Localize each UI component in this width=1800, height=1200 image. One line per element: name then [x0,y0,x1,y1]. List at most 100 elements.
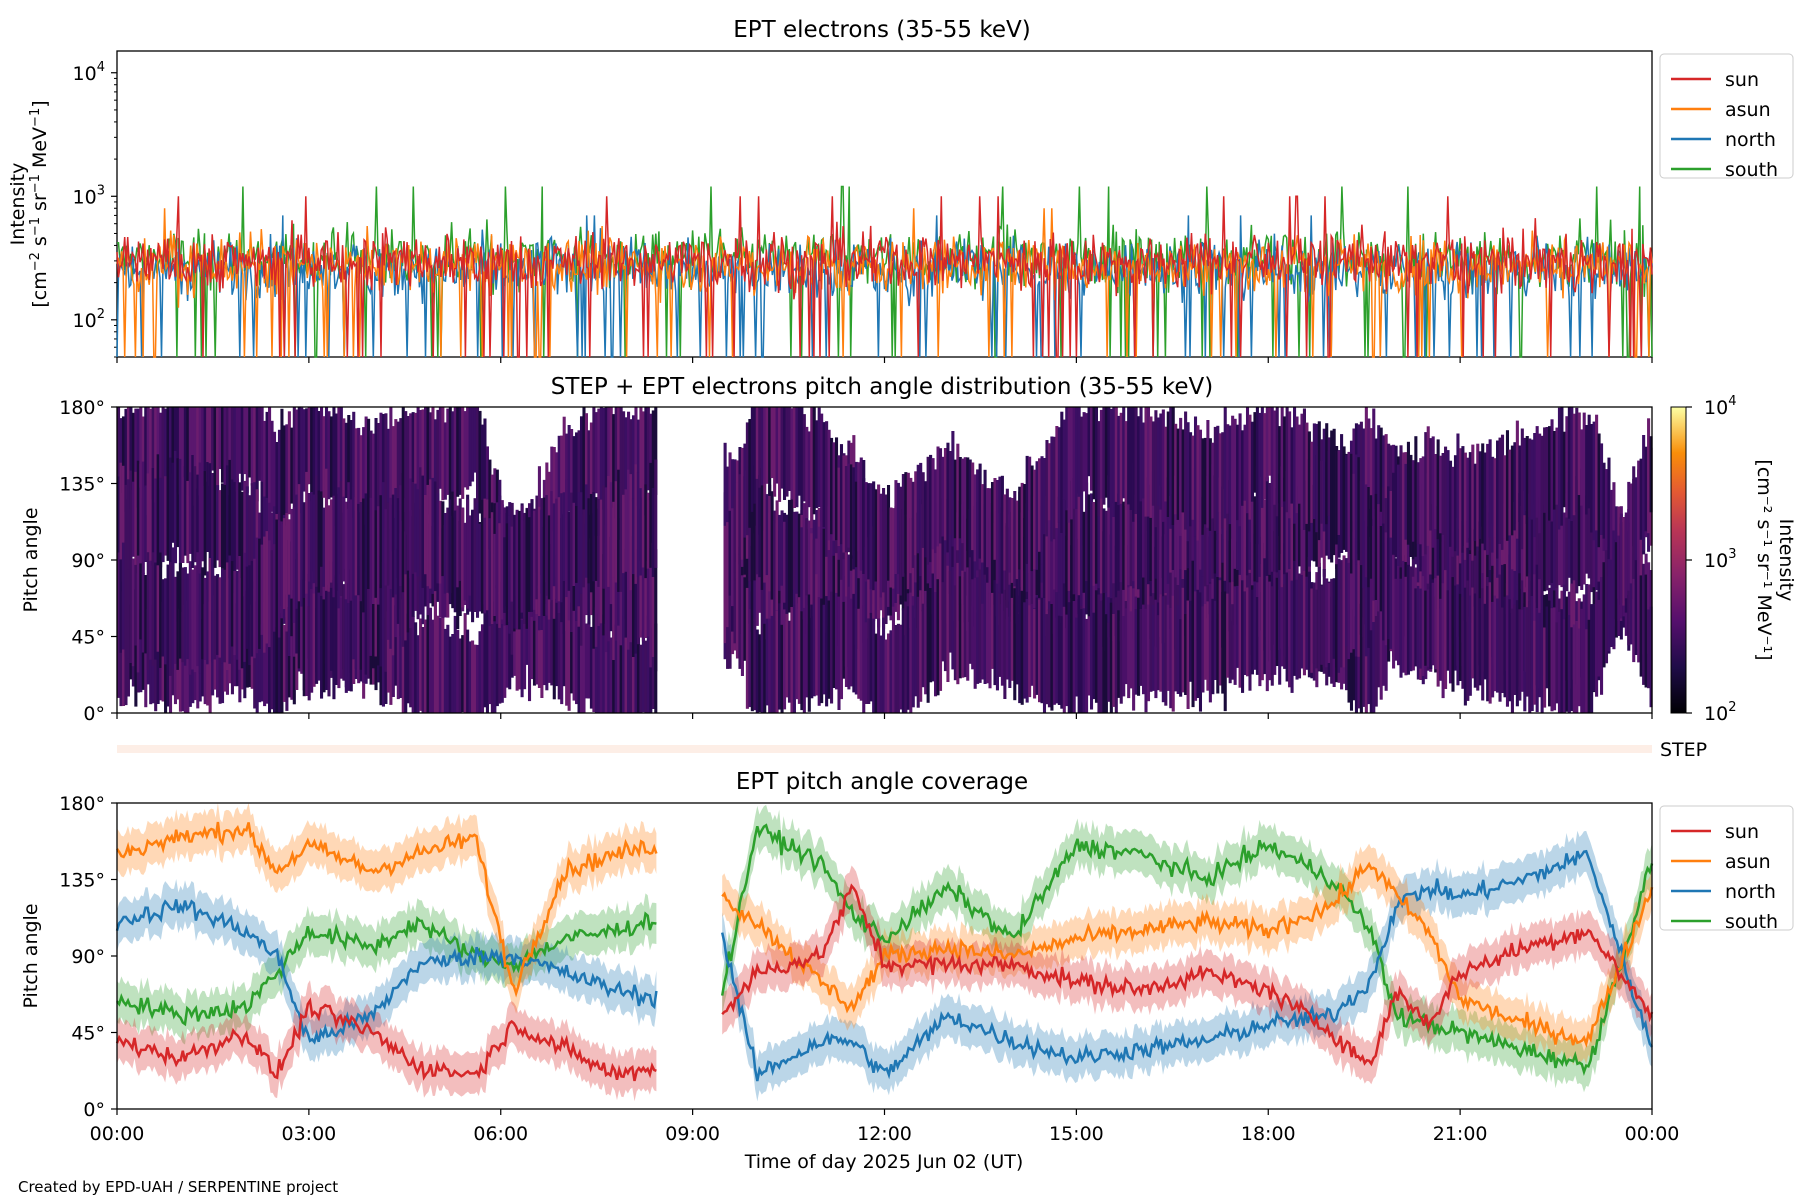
pad-cell [228,459,232,579]
pad-cell [1144,493,1148,582]
pad-cell [636,419,640,506]
pad-cell [948,508,952,594]
pad-cell [1429,574,1433,669]
pad-cell [292,407,296,515]
pad-cell [235,478,239,570]
x-tick-label: 12:00 [857,1123,912,1145]
pad-cell [379,555,383,667]
pad-cell [1295,579,1299,680]
pad-cell [146,407,150,516]
pad-cell [485,446,489,527]
pad-cell [750,407,754,512]
pad-cell [527,584,532,702]
pad-cell [211,556,215,663]
pad-cell [1288,486,1292,570]
pad-cell [946,565,950,682]
pad-cell [117,407,121,523]
pad-cell [797,513,801,604]
pad-cell [1285,471,1289,594]
pad-cell [1159,413,1163,510]
pad-cell [1347,548,1351,660]
pad-cell [1139,490,1143,576]
pad-cell [966,518,970,596]
pad-cell [567,604,571,711]
pad-cell [1255,597,1259,675]
pad-cell [859,460,863,571]
pad-cell [1186,422,1190,542]
pad-cell [572,607,576,701]
pad-cell [778,514,782,591]
pad-cell [773,510,777,591]
pad-cell [1260,407,1264,508]
pad-cell [537,506,541,616]
pad-cell [1191,605,1195,708]
pad-cell [320,407,324,511]
pad-cell [208,558,212,661]
pad-cell [305,408,309,485]
pad-cell [1557,407,1561,530]
pad-cell [1557,611,1561,713]
ylabel-unit: MeV [29,127,51,174]
pad-cell [1228,425,1232,525]
pad-cell [1117,415,1121,506]
pad-cell [1062,606,1066,713]
pad-cell [896,623,900,713]
pad-cell [619,482,623,592]
pad-cell [973,474,977,562]
pad-cell [1565,416,1569,518]
pad-cell [882,617,886,713]
pad-cell [1270,586,1274,686]
pad-cell [498,594,502,704]
pad-cell [889,630,893,713]
pad-cell [760,407,764,486]
pad-cell [1597,433,1601,548]
tick-exponent: 2 [97,307,105,322]
pad-cell [1164,595,1168,706]
pad-cell [372,579,376,669]
pad-cell [1193,416,1198,537]
pad-cell [1384,532,1388,646]
pad-cell [290,618,294,700]
pad-cell [446,507,450,593]
pad-cell [1241,430,1245,506]
pad-cell [1052,436,1056,540]
pad-cell [627,469,631,588]
pad-cell [641,546,645,642]
pad-cell [624,417,628,503]
pad-cell [1228,480,1232,580]
pad-cell [1644,446,1648,532]
pad-cell [1543,504,1547,592]
pad-cell [178,608,182,712]
pad-cell [500,500,504,620]
pad-cell [1169,542,1173,629]
pad-cell [394,419,398,518]
pad-cell [1134,494,1138,597]
pad-cell [1040,533,1044,641]
pad-cell [1179,532,1183,644]
pad-cell [1513,604,1517,695]
pad-cell [1634,477,1638,561]
pad-cell [1080,609,1084,713]
pad-cell [1283,477,1287,575]
pad-cell [386,502,390,586]
pad-cell [639,644,643,713]
pad-cell [1300,413,1304,530]
pad-cell [607,536,611,642]
pad-cell [1139,545,1143,636]
pad-cell [1357,607,1361,709]
pad-cell [542,497,546,616]
pad-cell [156,454,160,567]
pad-cell [1003,589,1007,699]
pad-cell [1478,451,1482,539]
pad-cell [443,513,447,594]
pad-cell [295,494,299,609]
pad-cell [369,497,373,605]
pad-cell [1468,595,1472,696]
pad-cell [285,513,289,618]
pad-cell [1055,426,1059,529]
pad-cell [1250,421,1254,502]
pad-cell [436,493,440,584]
pad-cell [265,603,269,704]
pad-cell [362,427,366,512]
pad-cell [379,495,383,589]
